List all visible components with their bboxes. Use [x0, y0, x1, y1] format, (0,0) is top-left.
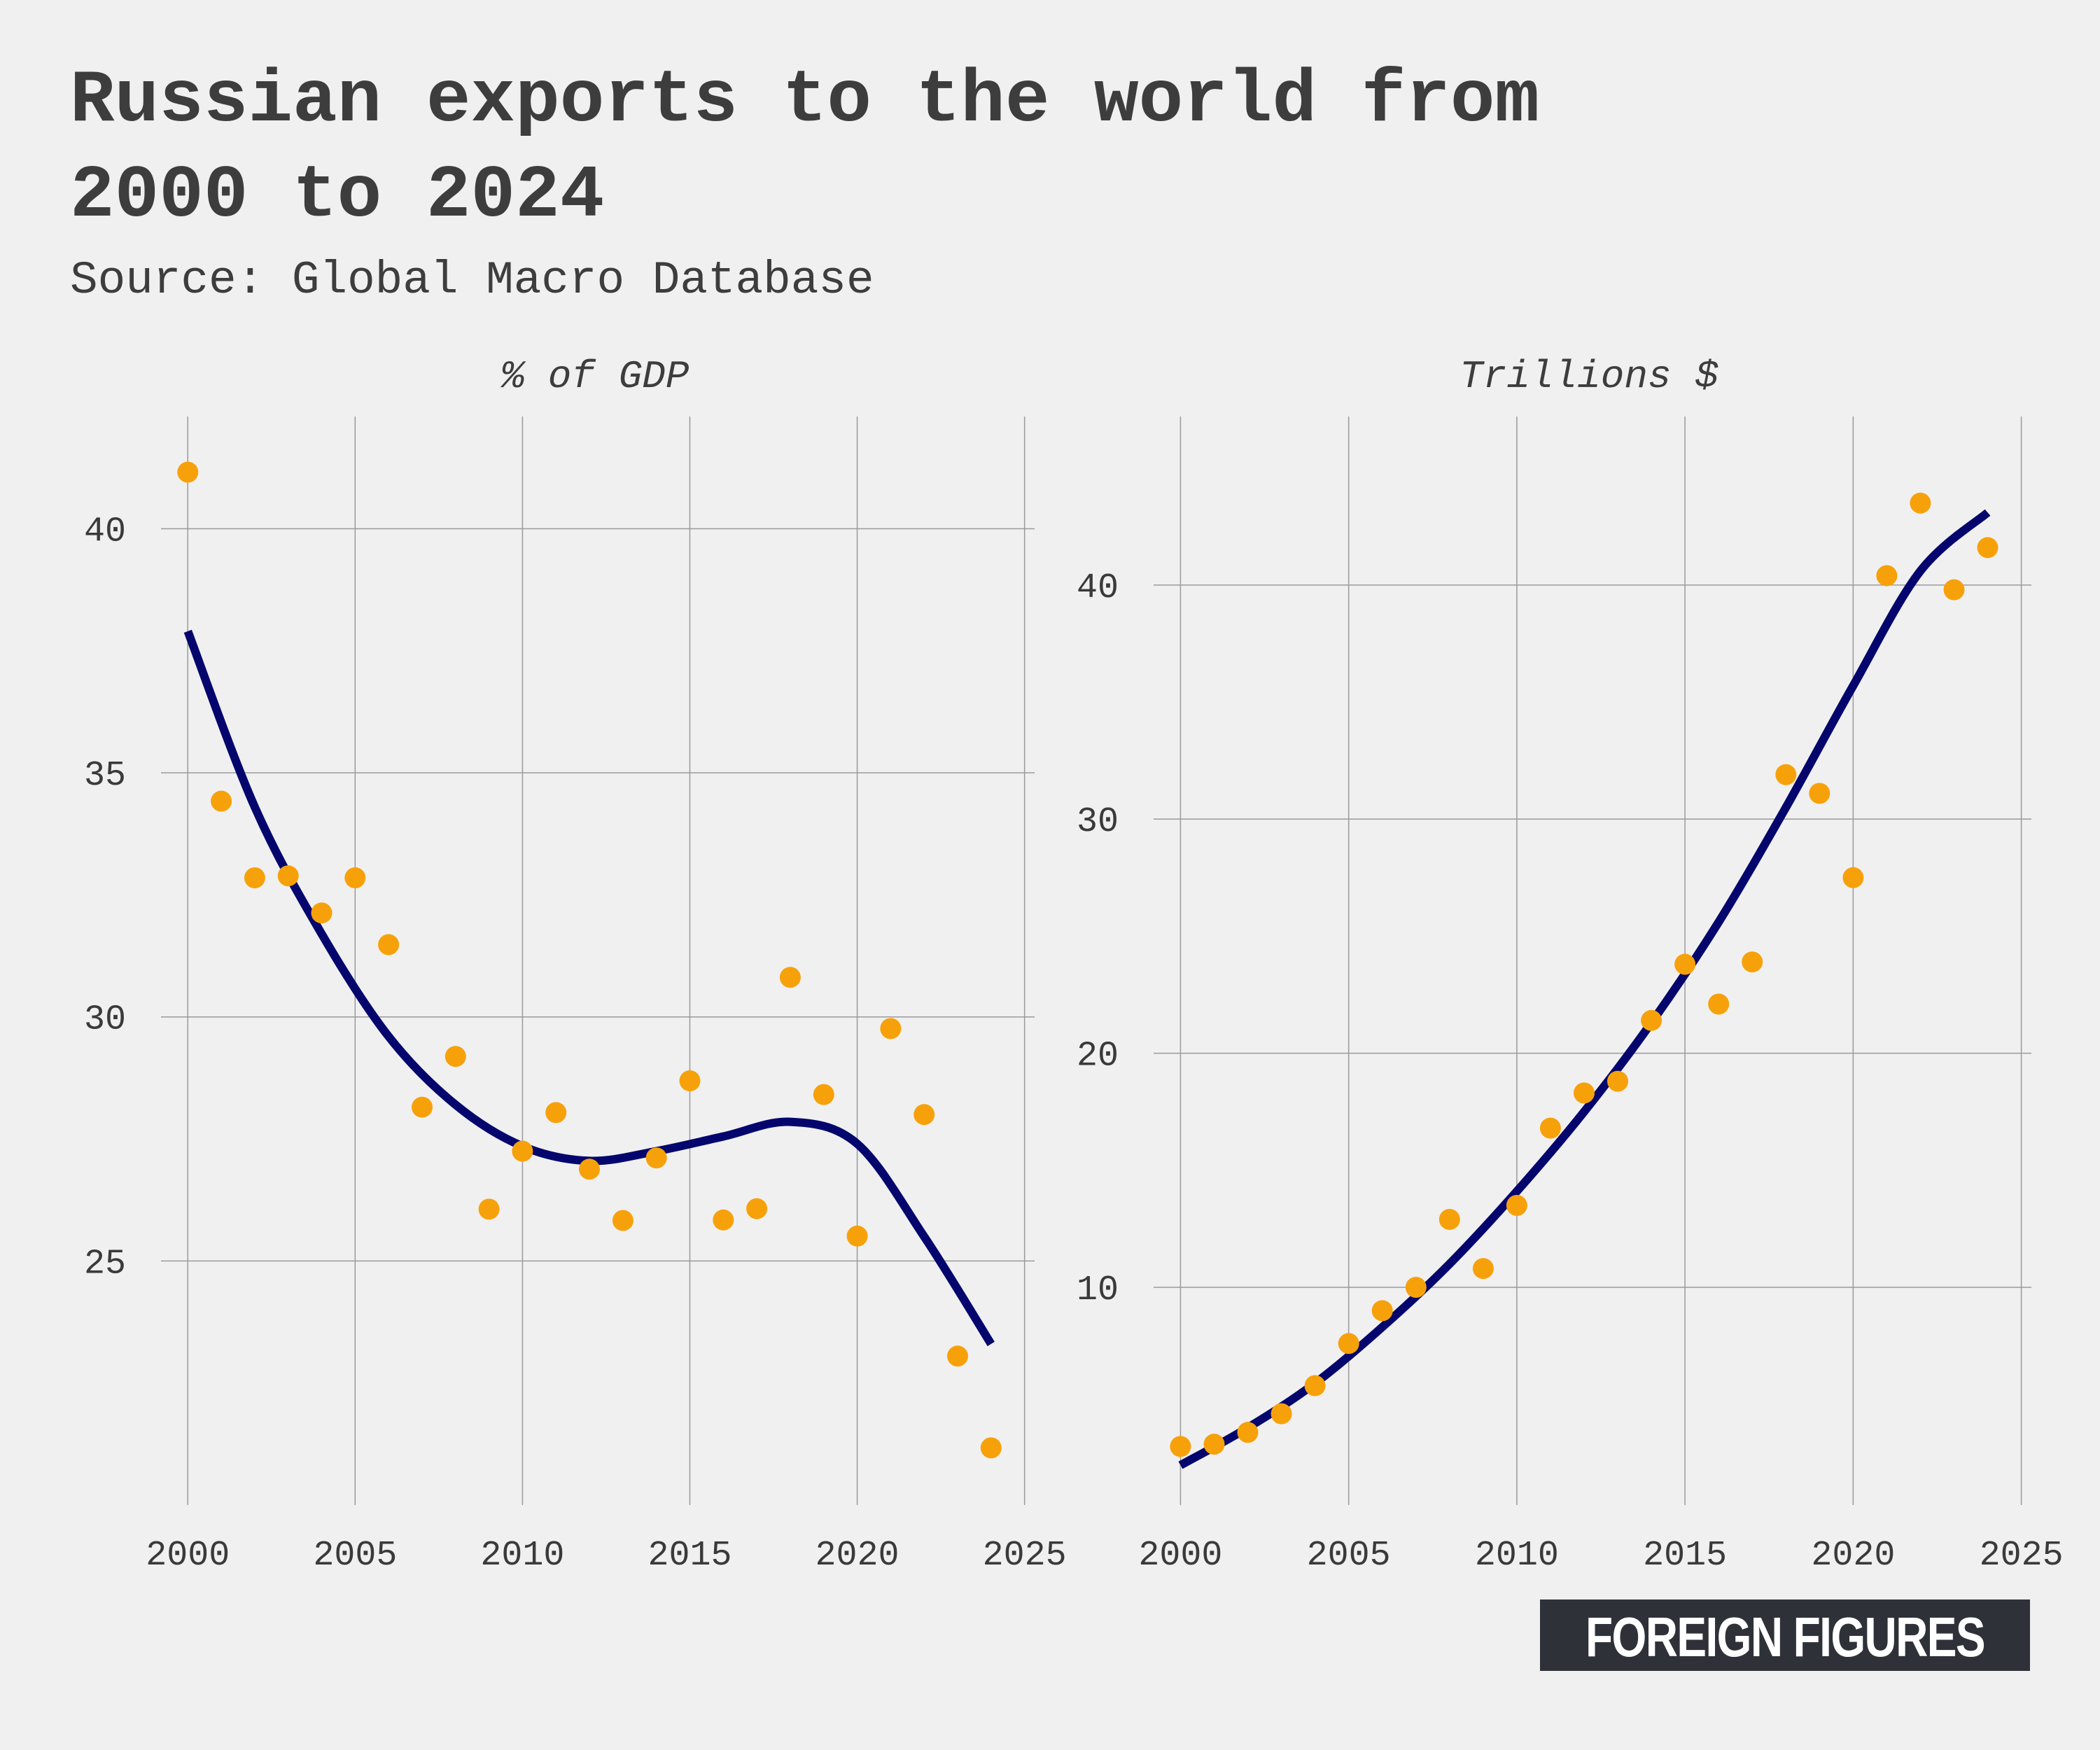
panel-title-gdp: % of GDP [500, 354, 690, 399]
data-point-2010 [512, 1140, 533, 1162]
data-point-2006 [378, 934, 400, 955]
y-tick-label-trillions-40: 40 [1077, 568, 1119, 608]
x-tick-label-trillions-2015: 2015 [1643, 1536, 1727, 1576]
y-tick-label-trillions-10: 10 [1077, 1270, 1119, 1310]
y-tick-label-trillions-20: 20 [1077, 1037, 1119, 1077]
data-point-2009 [1472, 1258, 1494, 1280]
x-tick-label-gdp-2005: 2005 [313, 1536, 397, 1576]
y-tick-label-gdp-30: 30 [84, 1000, 126, 1040]
data-point-2002 [1237, 1422, 1259, 1443]
x-tick-label-trillions-2025: 2025 [1980, 1536, 2064, 1576]
data-point-2001 [1203, 1434, 1225, 1455]
brand-badge: FOREIGN FIGURES [1540, 1600, 2030, 1671]
data-point-2014 [1641, 1009, 1662, 1031]
data-point-2013 [612, 1210, 634, 1231]
x-tick-label-gdp-2025: 2025 [983, 1536, 1067, 1576]
data-point-2008 [1438, 1209, 1460, 1230]
data-point-2024 [980, 1437, 1002, 1459]
x-tick-label-gdp-2015: 2015 [648, 1536, 732, 1576]
data-point-2015 [1674, 953, 1696, 975]
data-point-2009 [478, 1198, 500, 1220]
x-tick-label-gdp-2010: 2010 [480, 1536, 564, 1576]
chart-title-line2: 2000 to 2024 [70, 154, 604, 238]
x-tick-label-gdp-2000: 2000 [146, 1536, 230, 1576]
y-tick-label-trillions-30: 30 [1077, 802, 1119, 842]
data-point-2014 [645, 1147, 667, 1169]
data-point-2011 [1539, 1117, 1561, 1139]
data-point-2007 [412, 1096, 433, 1118]
y-tick-label-gdp-35: 35 [84, 756, 126, 796]
data-point-2021 [1876, 565, 1898, 587]
x-tick-label-trillions-2020: 2020 [1811, 1536, 1895, 1576]
data-point-2018 [1775, 764, 1797, 785]
x-tick-label-trillions-2010: 2010 [1475, 1536, 1559, 1576]
data-point-2005 [344, 867, 366, 888]
data-point-2002 [244, 867, 265, 888]
x-tick-label-trillions-2000: 2000 [1138, 1536, 1222, 1576]
data-point-2017 [1742, 951, 1763, 973]
data-point-2022 [1910, 492, 1931, 514]
x-tick-label-gdp-2020: 2020 [816, 1536, 899, 1576]
data-point-2001 [211, 790, 232, 812]
data-point-2000 [177, 461, 199, 483]
data-point-2012 [1574, 1082, 1595, 1104]
data-point-2007 [1405, 1277, 1427, 1298]
data-point-2005 [1338, 1333, 1359, 1354]
data-point-2019 [1809, 783, 1830, 804]
data-point-2004 [1304, 1375, 1326, 1396]
data-point-2023 [1943, 579, 1965, 601]
data-point-2000 [1170, 1436, 1191, 1457]
data-point-2008 [444, 1046, 466, 1068]
data-point-2015 [679, 1070, 701, 1091]
y-tick-label-gdp-25: 25 [84, 1244, 126, 1284]
data-point-2020 [846, 1225, 868, 1247]
data-point-2012 [579, 1158, 600, 1180]
brand-text: FOREIGN FIGURES [1586, 1606, 1984, 1668]
panel-title-trillions: Trillions $ [1460, 354, 1718, 399]
y-tick-label-gdp-40: 40 [84, 512, 126, 552]
data-point-2003 [1270, 1403, 1292, 1424]
brand-background [1540, 1600, 2030, 1671]
data-point-2013 [1607, 1070, 1628, 1092]
data-point-2023 [947, 1345, 968, 1367]
data-point-2017 [746, 1198, 768, 1219]
chart-title-line1: Russian exports to the world from [70, 59, 1539, 143]
data-point-2021 [880, 1018, 902, 1040]
data-point-2022 [913, 1104, 935, 1126]
panel-trillions: 2000 2005 2010 2015 2020 2025 10 20 30 40 [1077, 416, 2064, 1576]
data-point-2003 [277, 865, 299, 887]
data-point-2016 [713, 1209, 734, 1231]
data-point-2016 [1708, 993, 1730, 1015]
data-point-2004 [311, 902, 332, 924]
data-point-2020 [1842, 867, 1864, 888]
data-point-2019 [813, 1084, 834, 1105]
x-tick-label-trillions-2005: 2005 [1307, 1536, 1391, 1576]
chart-subtitle: Source: Global Macro Database [70, 254, 874, 307]
data-point-2010 [1506, 1195, 1527, 1216]
panel-gdp: 2000 2005 2010 2015 2020 2025 25 30 35 40 [84, 416, 1067, 1576]
data-point-2006 [1371, 1300, 1393, 1322]
data-point-2011 [545, 1102, 567, 1124]
data-point-2018 [779, 967, 801, 988]
data-point-2024 [1977, 537, 1998, 559]
